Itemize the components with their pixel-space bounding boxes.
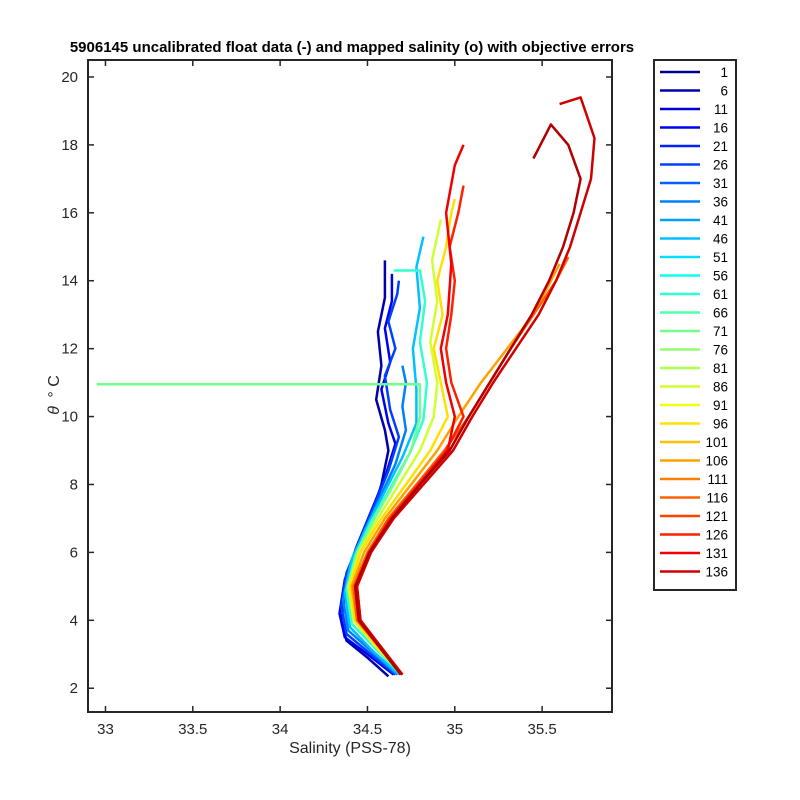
y-tick-label: 10 — [61, 409, 78, 426]
legend-label: 6 — [720, 84, 728, 99]
y-tick-label: 4 — [70, 612, 78, 629]
legend-label: 96 — [713, 417, 728, 432]
legend-label: 56 — [713, 269, 728, 284]
legend-label: 126 — [705, 528, 728, 543]
y-tick-label: 16 — [61, 205, 78, 222]
profile-line — [347, 219, 443, 676]
legend: 1611162126313641465156616671768186919610… — [653, 59, 737, 591]
plot-area — [96, 96, 596, 678]
y-axis-label-symbol: θ — [46, 406, 63, 415]
legend-box — [653, 59, 737, 591]
svg-text:θ ° C: θ ° C — [46, 375, 63, 415]
profile-line — [340, 280, 401, 676]
x-tick-label: 34.5 — [353, 721, 382, 738]
y-axis-label-unit: ° C — [46, 375, 63, 397]
legend-label: 26 — [713, 158, 728, 173]
y-tick-label: 14 — [61, 273, 78, 290]
y-axis-label: θ ° C — [46, 375, 63, 415]
y-tick-label: 6 — [70, 544, 78, 561]
x-tick-label: 33.5 — [178, 721, 207, 738]
y-tick-label: 20 — [61, 69, 78, 86]
profile-line — [353, 185, 465, 676]
legend-label: 86 — [713, 380, 728, 395]
y-tick-label: 8 — [70, 476, 78, 493]
legend-label: 111 — [707, 472, 728, 487]
legend-label: 51 — [713, 250, 728, 265]
legend-label: 106 — [705, 454, 728, 469]
legend-label: 136 — [705, 565, 728, 580]
axes: 33 33.5 34 34.5 35 35.5 2 4 6 8 10 12 14 16 18 20 — [61, 59, 613, 738]
legend-label: 1 — [720, 65, 728, 80]
axes-box — [87, 59, 613, 713]
legend-label: 66 — [713, 306, 728, 321]
legend-label: 11 — [714, 102, 728, 117]
legend-label: 131 — [705, 546, 728, 561]
y-tick-label: 18 — [61, 137, 78, 154]
x-tick-label: 33 — [97, 721, 114, 738]
profile-line — [348, 198, 457, 676]
profile-line — [350, 263, 561, 676]
profile-line — [353, 123, 582, 676]
legend-label: 71 — [713, 324, 728, 339]
legend-label: 31 — [713, 176, 728, 191]
x-tick-label: 34 — [272, 721, 289, 738]
x-axis-label: Salinity (PSS-78) — [289, 740, 411, 757]
legend-label: 16 — [713, 121, 728, 136]
legend-label: 116 — [706, 491, 728, 506]
y-tick-label: 12 — [61, 341, 78, 358]
legend-label: 76 — [713, 343, 728, 358]
legend-label: 41 — [713, 213, 728, 228]
y-tick-label: 2 — [70, 680, 78, 697]
profile-line — [355, 96, 596, 676]
x-tick-label: 35.5 — [528, 721, 557, 738]
legend-label: 91 — [713, 398, 728, 413]
legend-label: 81 — [713, 361, 728, 376]
chart-title: 5906145 uncalibrated float data (-) and … — [70, 39, 634, 56]
profile-line — [343, 236, 425, 676]
legend-label: 121 — [705, 509, 728, 524]
legend-label: 36 — [713, 195, 728, 210]
x-tick-label: 35 — [446, 721, 463, 738]
legend-label: 46 — [713, 232, 728, 247]
legend-label: 61 — [713, 287, 728, 302]
legend-label: 21 — [713, 139, 728, 154]
legend-label: 101 — [705, 435, 728, 450]
